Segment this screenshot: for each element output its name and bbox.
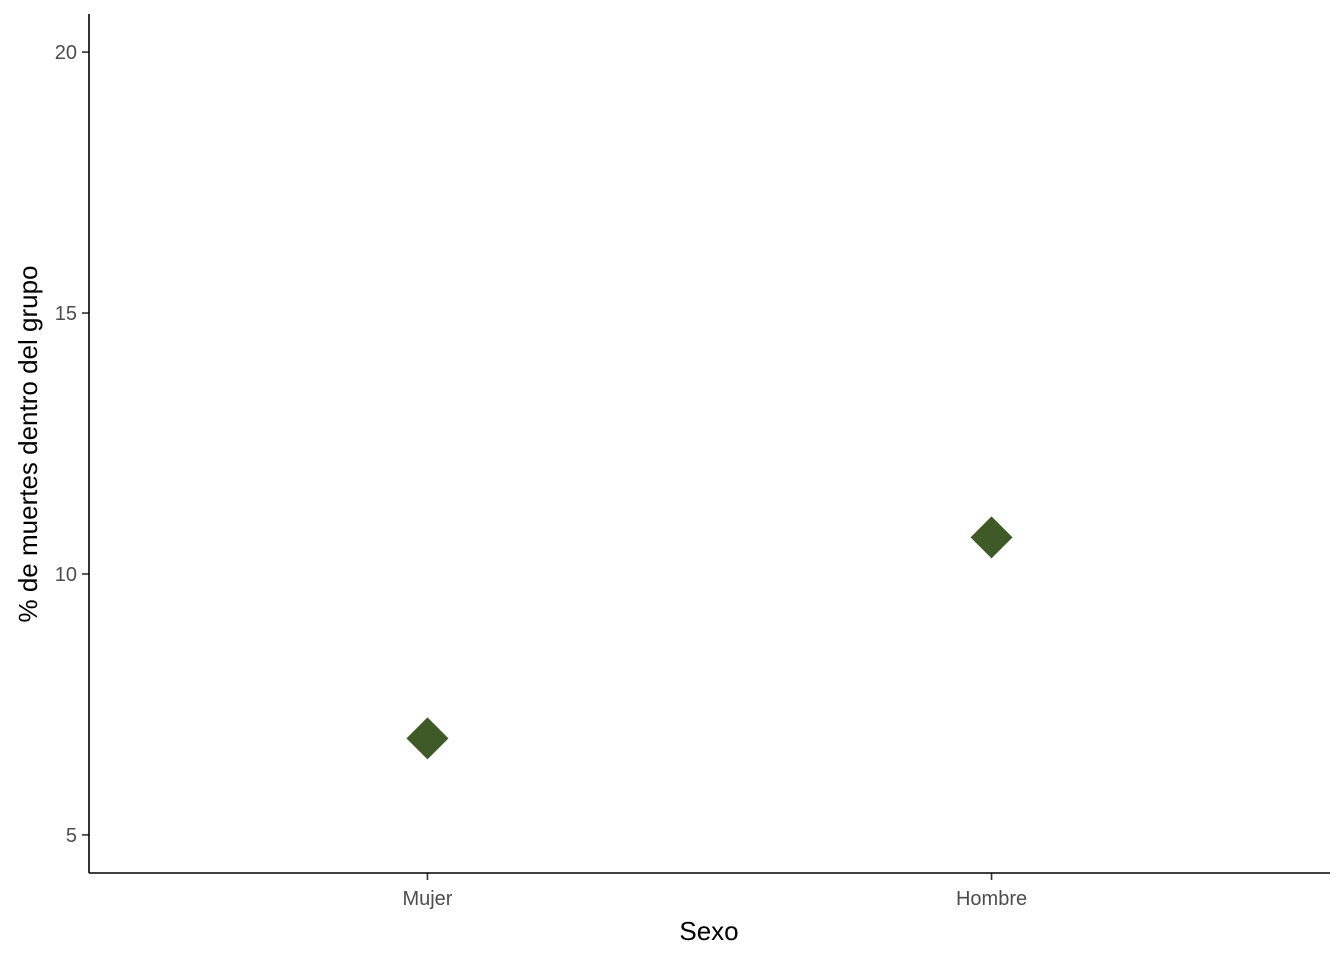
x-axis-title: Sexo (679, 916, 738, 946)
x-axis-ticks: Mujer Hombre (402, 873, 1027, 910)
data-point-diamond (406, 717, 449, 760)
y-axis-ticks: 5 10 15 20 (55, 42, 89, 847)
x-tick-label: Hombre (956, 888, 1027, 910)
y-tick-label: 5 (66, 825, 77, 847)
y-tick-label: 10 (55, 564, 77, 586)
data-points (406, 516, 1013, 760)
data-point-diamond (970, 516, 1013, 559)
y-tick-label: 15 (55, 303, 77, 325)
y-axis-title: % de muertes dentro del grupo (13, 266, 43, 623)
x-tick-label: Mujer (402, 888, 452, 910)
y-tick-label: 20 (55, 42, 77, 64)
